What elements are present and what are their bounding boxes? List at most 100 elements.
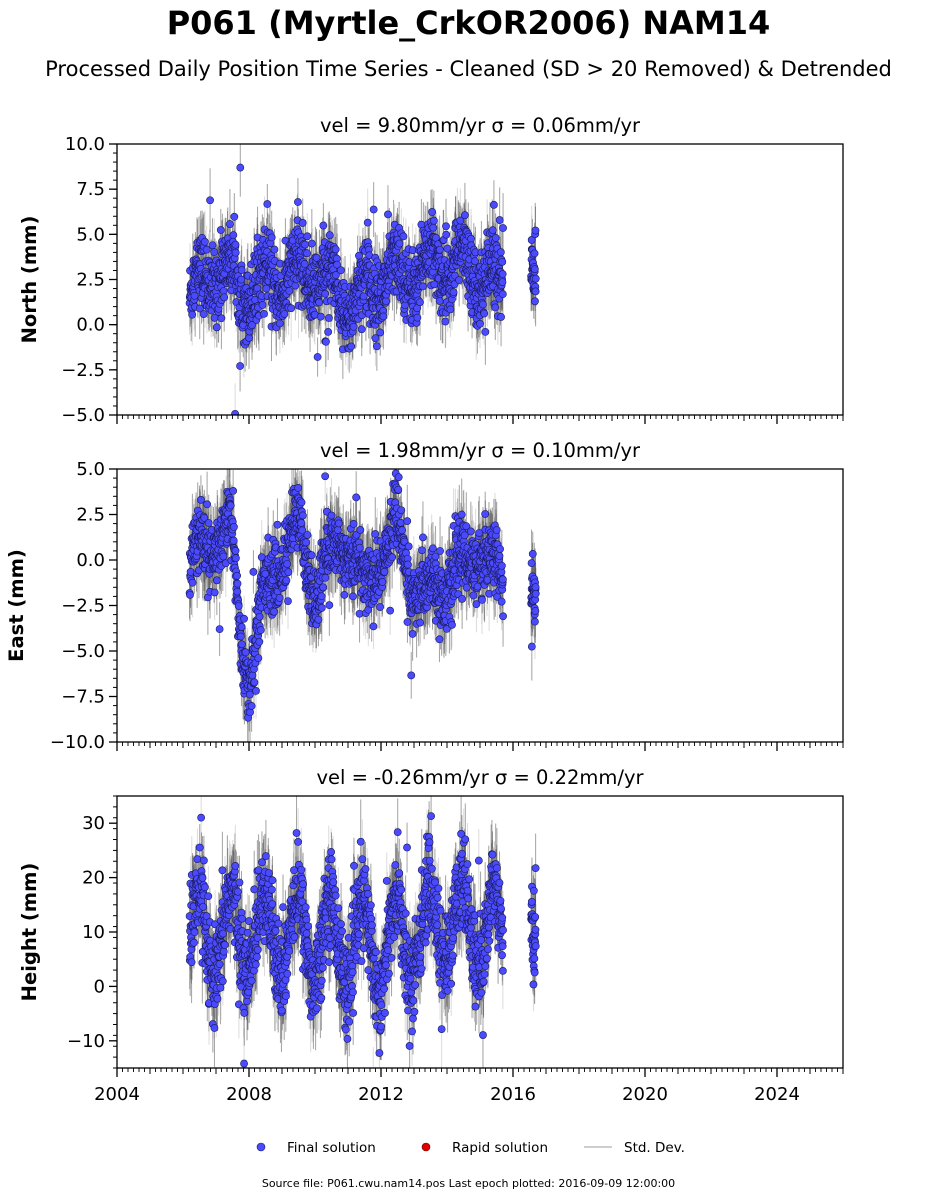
data-point (303, 249, 311, 258)
data-point (363, 218, 372, 227)
data-point (497, 313, 505, 321)
data-point (315, 298, 324, 307)
data-point (455, 276, 464, 284)
data-point (471, 257, 479, 266)
data-point (188, 310, 197, 319)
panel-north: −5.0 −2.5 0.0 2.5 5.0 7.5 10.0 vel = 9.80mm/yr … (18, 114, 844, 426)
data-east (185, 469, 540, 742)
data-point (336, 266, 345, 275)
data-point (428, 208, 436, 216)
data-point (201, 237, 209, 246)
data-point (270, 245, 279, 254)
data-point (491, 234, 500, 242)
data-point (210, 248, 219, 256)
data-point (220, 293, 229, 302)
y-tick-label: 0.0 (76, 315, 105, 336)
data-point (231, 409, 240, 415)
data-point (319, 221, 328, 230)
data-point (460, 211, 469, 220)
data-point (481, 327, 490, 336)
y-tick-label: 7.5 (76, 179, 105, 200)
data-point (260, 310, 268, 318)
data-point (495, 216, 504, 224)
data-point (206, 196, 214, 205)
data-point (479, 300, 487, 309)
data-point (359, 292, 368, 301)
data-point (322, 337, 330, 346)
data-point (442, 222, 450, 231)
data-point (325, 231, 334, 240)
panel-title: vel = 9.80mm/yr σ = 0.06mm/yr (320, 114, 641, 137)
data-point (258, 301, 267, 309)
data-point (307, 239, 316, 248)
data-point (263, 200, 272, 208)
data-point (236, 163, 245, 172)
data-point (498, 270, 507, 278)
y-tick-label: 2.5 (76, 270, 105, 291)
data-point (312, 253, 321, 262)
data-point (226, 220, 234, 228)
data-point (212, 323, 221, 332)
data-point (531, 274, 540, 283)
data-point (490, 200, 498, 209)
data-point (531, 287, 540, 296)
data-point (488, 226, 497, 235)
data-point (399, 232, 408, 241)
data-point (449, 288, 458, 297)
data-point (325, 314, 333, 322)
data-point (321, 289, 330, 298)
data-point (531, 226, 540, 235)
data-point (498, 257, 507, 266)
data-point (371, 334, 380, 343)
data-point (531, 297, 539, 306)
data-point (355, 251, 363, 260)
data-point (237, 266, 246, 274)
data-point (285, 286, 294, 295)
data-point (376, 328, 385, 337)
data-point (429, 216, 438, 225)
data-point (456, 216, 465, 225)
data-point (467, 234, 475, 243)
data-point (419, 282, 427, 291)
data-point (195, 304, 204, 313)
data-point (208, 241, 217, 250)
data-point (384, 210, 392, 219)
data-point (236, 362, 244, 370)
data-point (527, 236, 536, 244)
data-point (496, 248, 505, 257)
data-point (229, 231, 238, 240)
data-point (530, 249, 539, 258)
data-point (357, 325, 366, 334)
data-point (413, 313, 422, 322)
data-point (287, 304, 296, 313)
data-point (349, 322, 358, 331)
data-point (303, 232, 312, 241)
data-point (331, 271, 340, 279)
data-point (441, 317, 450, 326)
final-solution-points (185, 163, 540, 415)
data-point (300, 260, 309, 268)
data-point (202, 245, 211, 254)
data-point (298, 219, 307, 227)
y-tick-label: −2.5 (61, 360, 105, 381)
data-point (199, 310, 208, 318)
data-point (267, 233, 276, 242)
data-point (245, 334, 253, 342)
data-point (230, 212, 239, 221)
data-point (324, 327, 333, 336)
data-point (379, 312, 388, 321)
y-axis-label: North (mm) (18, 216, 41, 344)
data-point (369, 205, 378, 214)
data-point (480, 309, 489, 318)
data-point (491, 303, 500, 312)
data-point (435, 245, 444, 254)
data-point (446, 305, 455, 314)
data-point (476, 319, 484, 328)
data-point (313, 353, 322, 361)
data-point (499, 224, 507, 232)
data-point (280, 310, 289, 318)
data-point (275, 319, 284, 328)
page-title: P061 (Myrtle_CrkOR2006) NAM14 (166, 4, 771, 42)
data-point (416, 298, 424, 307)
